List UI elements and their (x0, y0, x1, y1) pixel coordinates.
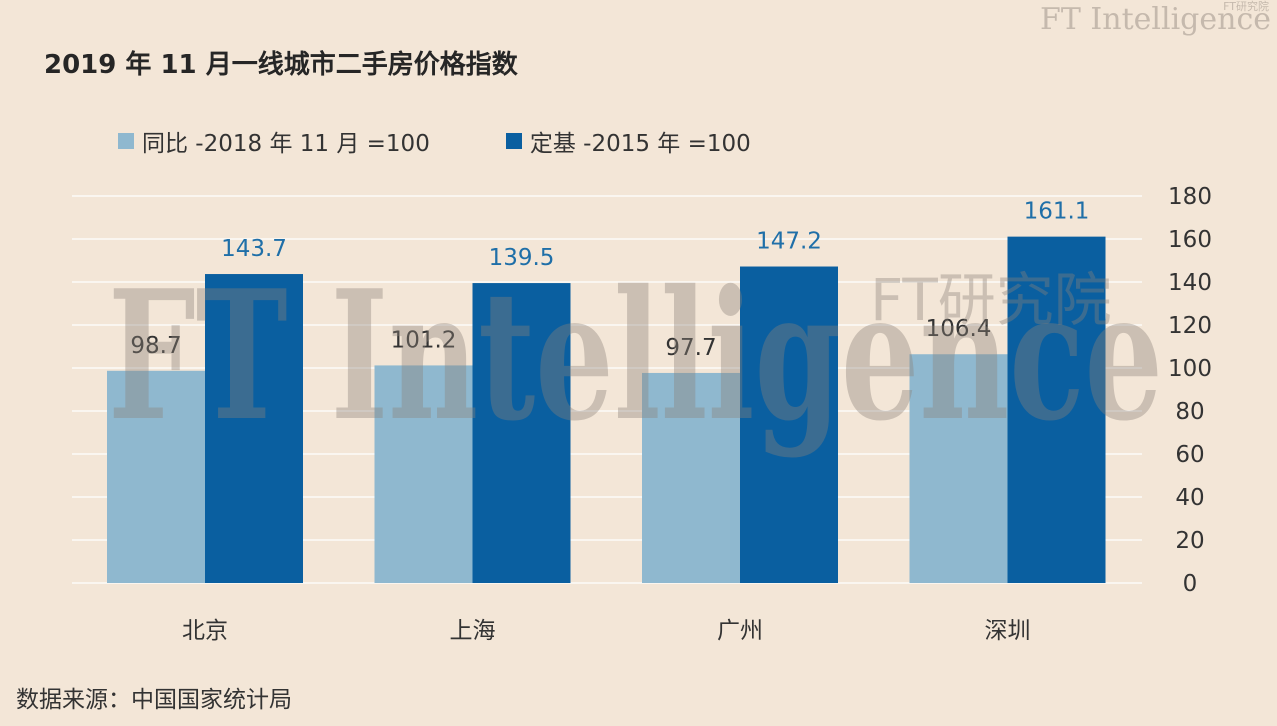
data-label-yoy: 97.7 (665, 335, 716, 361)
legend: 同比 -2018 年 11 月 =100 定基 -2015 年 =100 (118, 124, 751, 158)
data-label-base: 161.1 (1024, 199, 1090, 225)
y-tick-label: 120 (1168, 313, 1212, 339)
brand-logo: FT Intelligence FT研究院 (1040, 0, 1271, 37)
bar-base (1007, 236, 1106, 583)
y-tick-label: 180 (1168, 184, 1212, 210)
x-tick-label: 深圳 (985, 618, 1031, 644)
y-tick-label: 80 (1175, 399, 1204, 425)
bar-yoy (642, 372, 740, 583)
x-tick-label: 上海 (450, 618, 496, 644)
data-label-base: 139.5 (489, 245, 555, 271)
legend-swatch-base (505, 133, 522, 149)
y-tick-label: 20 (1175, 528, 1204, 554)
y-tick-label: 0 (1183, 571, 1198, 597)
y-tick-label: 40 (1175, 485, 1204, 511)
legend-label-base: 定基 -2015 年 =100 (529, 131, 751, 157)
data-label-yoy: 106.4 (926, 316, 992, 342)
data-label-yoy: 98.7 (130, 333, 181, 359)
x-tick-label: 北京 (182, 618, 228, 644)
watermark-cn: FT研究院 (870, 266, 1112, 334)
legend-label-yoy: 同比 -2018 年 11 月 =100 (142, 131, 430, 157)
bar-yoy (909, 354, 1008, 583)
y-tick-label: 60 (1175, 442, 1204, 468)
legend-swatch-yoy (118, 133, 134, 149)
y-tick-label: 100 (1168, 356, 1212, 382)
chart-title: 2019 年 11 月一线城市二手房价格指数 (44, 50, 518, 80)
legend-item-yoy: 同比 -2018 年 11 月 =100 (118, 124, 430, 158)
bar-yoy (107, 370, 205, 583)
x-tick-label: 广州 (717, 618, 763, 644)
data-label-base: 143.7 (221, 236, 287, 262)
watermark-latin: FT Intelligence (108, 251, 1163, 460)
source-note: 数据来源：中国国家统计局 (16, 687, 292, 713)
bar-base (740, 266, 838, 583)
legend-item-base: 定基 -2015 年 =100 (505, 124, 751, 158)
brand-logo-text: FT Intelligence (1040, 2, 1271, 37)
bar-base (205, 274, 303, 583)
data-label-yoy: 101.2 (391, 327, 457, 353)
brand-logo-cn: FT研究院 (1223, 0, 1269, 13)
data-label-base: 147.2 (756, 229, 822, 255)
y-tick-label: 160 (1168, 227, 1212, 253)
bar-yoy (374, 365, 473, 583)
bar-base (472, 283, 571, 583)
y-tick-label: 140 (1168, 270, 1212, 296)
